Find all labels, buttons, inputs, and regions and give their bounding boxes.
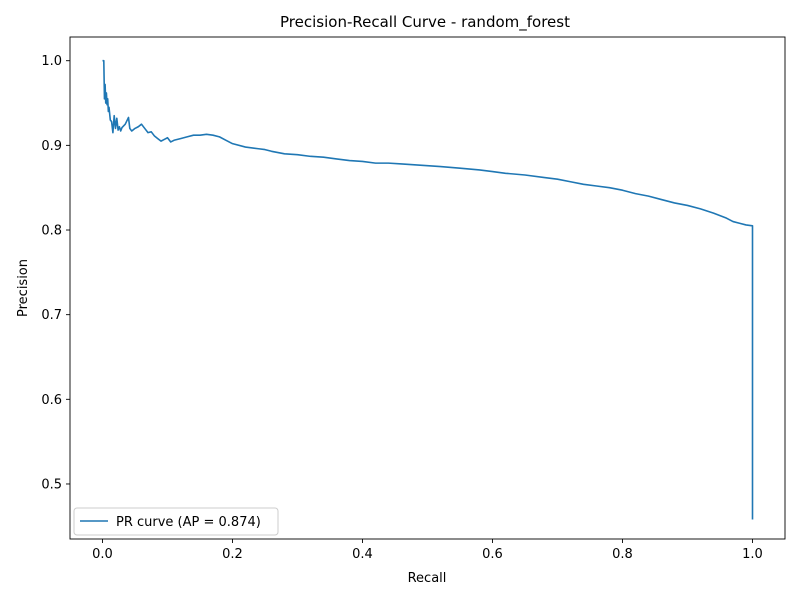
y-axis: 0.5 0.6 0.7 0.8 0.9 1.0: [41, 54, 70, 492]
x-tick-label: 0.0: [92, 547, 113, 562]
x-tick-label: 0.8: [612, 547, 633, 562]
legend-label: PR curve (AP = 0.874): [116, 515, 261, 530]
plot-area: [102, 59, 754, 520]
chart-title: Precision-Recall Curve - random_forest: [280, 13, 570, 32]
x-axis-label: Recall: [408, 571, 447, 586]
x-tick-label: 0.2: [222, 547, 243, 562]
axes-frame: [69, 36, 786, 540]
x-axis: 0.0 0.2 0.4 0.6 0.8 1.0: [92, 539, 763, 562]
pr-curve-line: [102, 59, 754, 520]
x-tick-label: 0.6: [482, 547, 503, 562]
y-tick-label: 0.5: [41, 477, 62, 492]
y-tick-label: 1.0: [41, 54, 62, 69]
y-axis-label: Precision: [16, 259, 31, 317]
y-tick-label: 0.9: [41, 139, 62, 154]
y-tick-label: 0.8: [41, 224, 62, 239]
y-tick-label: 0.6: [41, 393, 62, 408]
x-tick-label: 0.4: [352, 547, 373, 562]
y-tick-label: 0.7: [41, 308, 62, 323]
legend: PR curve (AP = 0.874): [73, 507, 279, 536]
x-tick-label: 1.0: [742, 547, 763, 562]
legend-box: [73, 507, 279, 536]
